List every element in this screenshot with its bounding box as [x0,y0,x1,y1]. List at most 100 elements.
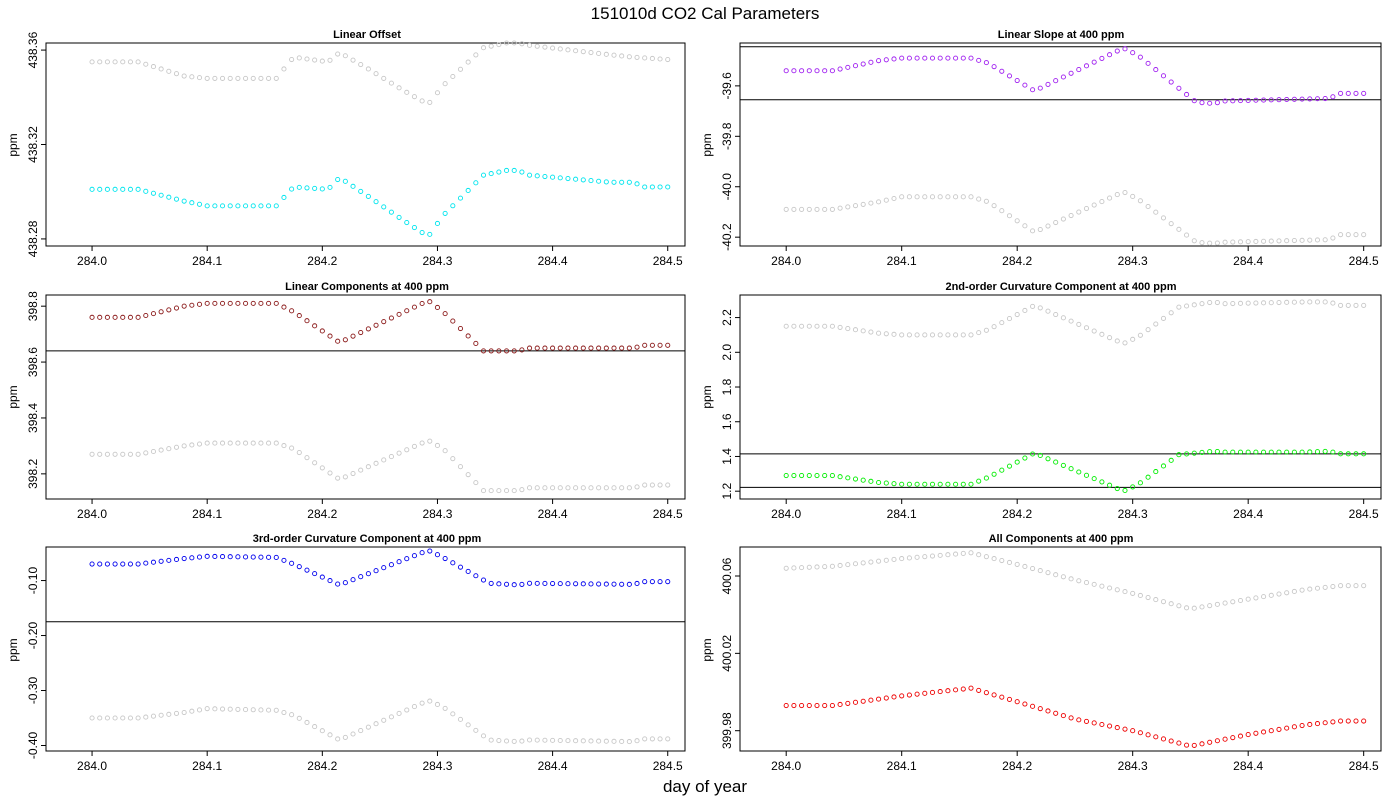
data-point [1222,98,1228,104]
data-point [127,59,133,65]
data-point [860,698,866,704]
data-point [899,693,905,699]
data-point [243,440,249,446]
data-point [258,707,264,713]
data-point [1030,87,1036,93]
data-point [1253,238,1259,245]
data-point [1099,479,1105,485]
data-point [411,304,417,310]
data-point [235,75,241,81]
panel-title: 3rd-order Curvature Component at 400 ppm [253,533,482,545]
data-point [945,55,951,61]
data-point [250,440,256,446]
data-point [212,553,218,560]
data-point [1014,311,1020,318]
data-point [457,564,464,570]
data-point [837,562,843,569]
data-point [381,457,387,463]
data-point [1060,216,1066,222]
data-point [243,75,249,81]
data-point [350,470,356,477]
y-tick-label: 438.28 [26,220,40,257]
data-point [427,548,433,554]
data-point [1345,718,1351,724]
data-point [503,488,510,494]
data-point [822,68,828,74]
data-point [266,440,272,446]
data-point [626,179,632,185]
data-point [258,300,264,306]
data-point [1199,100,1205,106]
data-point [150,311,157,317]
data-point [634,54,640,60]
data-point [1153,321,1159,327]
data-point [457,195,464,201]
data-point [212,203,218,209]
series-blue [89,548,671,588]
data-point [1361,90,1367,96]
data-point [542,44,548,50]
data-point [1191,605,1197,611]
data-point [250,554,256,560]
data-point [1338,718,1344,724]
data-point [845,562,851,568]
data-point [968,194,974,200]
data-point [1345,90,1351,96]
data-point [442,210,448,216]
data-point [527,42,533,48]
data-point [550,45,556,51]
data-point [1122,487,1128,494]
data-point [845,475,851,481]
data-point [281,709,287,716]
data-point [1199,604,1205,610]
data-point [876,479,882,486]
data-point [1145,327,1151,333]
data-point [914,55,920,61]
data-point [335,338,341,344]
data-point [112,715,118,721]
data-point [450,711,456,717]
data-point [937,689,943,695]
data-point [204,553,210,559]
data-point [104,715,110,721]
data-point [542,737,548,743]
data-point [358,329,364,336]
data-point [968,481,974,487]
data-point [1214,299,1220,306]
data-point [906,194,912,200]
data-point [503,581,510,587]
series-gray [89,698,671,745]
data-point [1314,96,1321,102]
data-point [634,484,640,490]
data-point [365,326,371,332]
data-point [488,43,494,49]
data-point [411,443,417,449]
data-point [1299,449,1305,455]
data-point [542,485,548,491]
data-point [1253,97,1259,103]
data-point [534,580,540,586]
series-cyan [89,167,671,237]
data-point [852,203,859,209]
data-point [327,470,333,476]
data-point [496,488,502,494]
data-point [906,555,912,561]
data-point [150,64,157,70]
data-point [845,64,851,70]
data-point [945,688,951,694]
data-point [496,42,502,48]
data-point [999,557,1005,564]
data-point [806,68,812,74]
series-gray [783,190,1367,246]
data-point [112,186,118,192]
data-point [1222,600,1228,606]
data-point [999,68,1005,74]
y-axis-label: ppm [6,133,20,156]
data-point [573,485,579,491]
data-point [1184,451,1190,457]
data-point [837,205,843,211]
data-point [442,311,448,317]
data-point [1322,96,1328,102]
data-point [791,565,797,571]
x-tick-label: 284.3 [1118,759,1148,773]
